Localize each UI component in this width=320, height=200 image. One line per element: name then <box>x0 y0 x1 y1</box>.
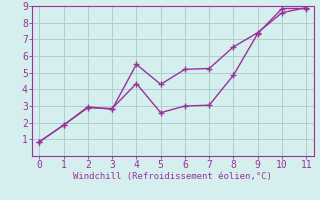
X-axis label: Windchill (Refroidissement éolien,°C): Windchill (Refroidissement éolien,°C) <box>73 172 272 181</box>
